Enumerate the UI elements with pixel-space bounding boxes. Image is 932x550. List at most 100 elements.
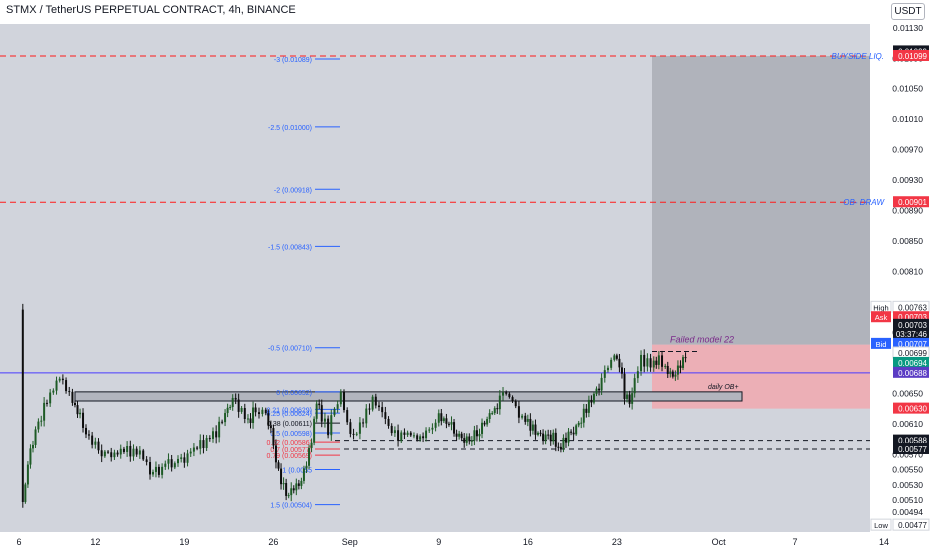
candle-body [631,393,634,404]
candle-body [229,406,232,408]
price-label-box [893,402,929,414]
candle-body [336,404,339,409]
x-tick-label: Sep [342,537,358,547]
candle-body [606,367,609,371]
candle-body [186,453,189,463]
candle-body [107,451,110,453]
candle-body [387,418,390,426]
candle-body [52,390,55,393]
candle-body [381,407,384,413]
candle-body [434,422,437,428]
candle-body [377,405,380,408]
candle-body [285,483,288,496]
candle-body [142,450,145,460]
time-scale [0,532,870,550]
candle-body [243,407,246,420]
candle-body [323,418,326,422]
candle-body [231,397,234,407]
candle-body [192,447,195,452]
candle-body [664,365,667,367]
candle-body [183,457,186,463]
candle-body [122,448,125,452]
price-label-value: 0.01099 [898,52,927,61]
candle-body [655,360,658,365]
candle-body [428,429,431,431]
candle-body [343,391,346,411]
annotation-failed-model: Failed model 22 [670,335,734,345]
candle-body [79,412,82,415]
price-label-box [893,327,929,339]
price-label-value: 0.00703 [898,313,927,322]
y-tick-label: 0.00930 [892,175,923,185]
candle-body [318,403,321,406]
candle-body [196,447,199,449]
candle-body [483,422,486,425]
price-label-box [893,196,929,208]
candle-body [277,462,280,469]
candle-body [496,408,499,410]
candle-body [339,391,342,405]
candle-body [240,407,243,412]
candle-body [254,407,257,413]
y-tick-label: 0.00850 [892,236,923,246]
candle-body [422,436,425,439]
candle-body [287,495,290,497]
candle-body [221,421,224,423]
candle-body [24,484,27,503]
candle-body [463,438,466,443]
candle-body [82,412,85,428]
candle-body [374,396,377,406]
candle-body [145,459,148,463]
price-label-box [893,311,929,323]
x-tick-label: 12 [90,537,100,547]
price-label-box [893,337,929,349]
candle-body [129,445,132,457]
fib-level-label: 0.62 (0.00586) [266,440,312,447]
price-label-box [893,49,929,61]
price-label-tag-text: Ask [875,313,888,322]
candle-body [305,465,308,469]
candle-body [397,430,400,441]
y-tick-label: 0.00570 [892,449,923,459]
candle-body [249,418,252,424]
price-label-value: 0.00707 [898,340,927,349]
price-label-value: 0.00699 [898,349,927,358]
candle-body [598,388,601,391]
candle-body [542,433,545,441]
candle-body [282,483,285,485]
fib-level-label: -0.5 (0.00710) [268,346,312,353]
candle-body [390,425,393,434]
candle-body [524,415,527,422]
candle-body [154,466,157,472]
candle-body [161,466,164,475]
candle-body [358,422,361,434]
annotation-buyside-liq: BUYSIDE LIQ. [832,52,884,61]
price-label-value: 0.00901 [898,198,927,207]
candle-body [237,399,240,412]
price-label-tag-text: Bid [876,340,887,349]
price-label-tag-text: High [873,303,888,312]
price-label-box [893,356,929,368]
candle-body [526,418,529,422]
candle-body [170,459,173,468]
currency-unit-button[interactable]: USDT [891,3,925,20]
candle-body [684,357,687,359]
candle-body [73,402,76,406]
y-tick-label: 0.01130 [893,23,923,33]
candle-body [633,378,636,394]
x-tick-label: 16 [523,537,533,547]
candle-body [572,432,575,435]
candle-body [537,432,539,435]
candle-body [346,410,349,423]
candle-body [149,462,152,475]
candle-body [308,447,311,466]
candle-body [674,374,677,377]
candle-body [475,430,478,437]
candle-body [534,424,537,435]
candle-body [657,355,660,365]
candle-body [416,435,419,440]
candle-body [138,450,141,455]
price-label-tag [871,311,891,323]
